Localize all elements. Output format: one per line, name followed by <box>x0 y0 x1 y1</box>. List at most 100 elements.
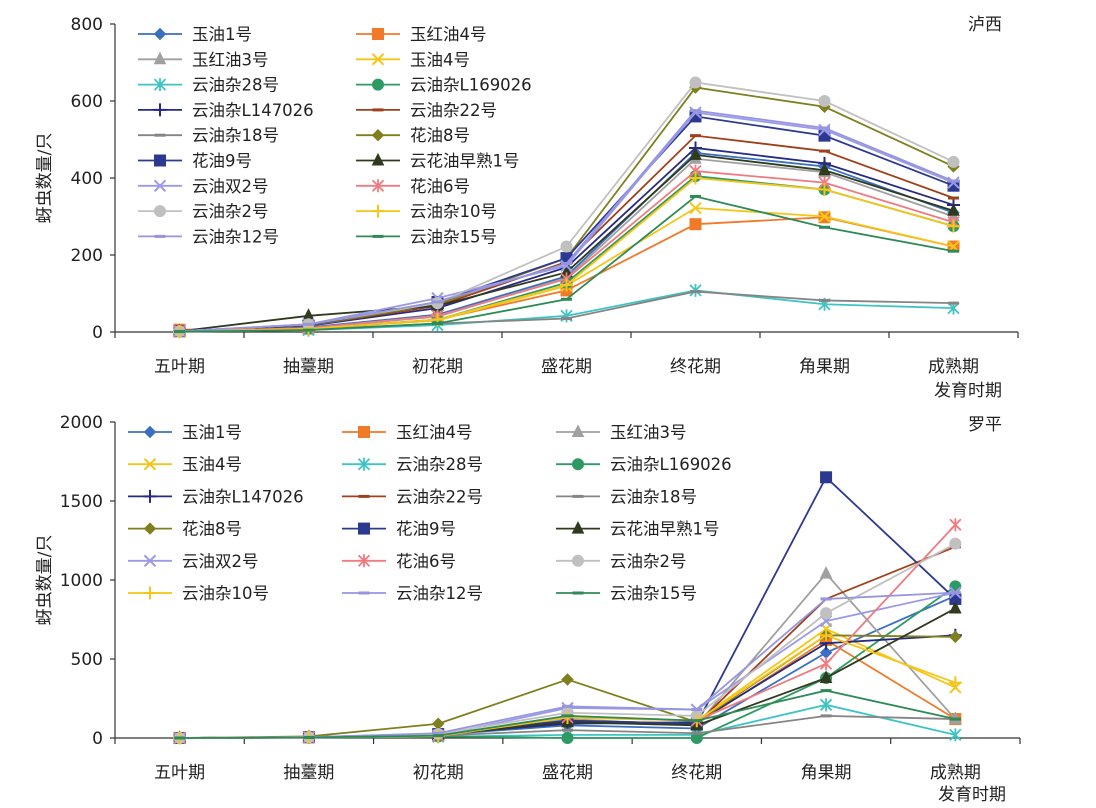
data-point <box>689 171 702 185</box>
legend-label: 花油9号 <box>192 152 252 171</box>
data-point <box>947 219 960 233</box>
legend-label: 云油杂L147026 <box>182 487 304 506</box>
legend-label: 云花油早熟1号 <box>610 520 720 539</box>
legend-label: 花油6号 <box>396 552 456 571</box>
legend-marker <box>372 28 384 40</box>
legend-marker <box>572 554 584 567</box>
legend-item: 花油8号 <box>128 520 242 539</box>
legend-item: 玉红油4号 <box>356 25 487 44</box>
legend-item: 玉红油3号 <box>556 423 687 442</box>
legend-marker <box>143 586 157 600</box>
legend-item: 花油6号 <box>342 552 456 571</box>
legend-label: 云油杂2号 <box>192 202 269 221</box>
legend-label: 云油杂12号 <box>396 584 483 603</box>
legend-item: 云油杂2号 <box>138 202 269 221</box>
x-tick-label: 成熟期 <box>930 762 981 783</box>
x-tick-label: 成熟期 <box>928 356 979 377</box>
legend-label: 花油8号 <box>410 126 470 145</box>
y-tick-label: 400 <box>71 169 103 189</box>
y-tick-label: 0 <box>92 729 103 749</box>
data-point <box>948 676 962 690</box>
legend-marker <box>143 554 157 568</box>
data-point <box>949 518 962 532</box>
legend-item: 花油8号 <box>356 126 470 145</box>
x-axis-label: 发育时期 <box>938 785 1006 805</box>
series-18 <box>174 194 959 334</box>
data-point <box>689 147 702 160</box>
legend-item: 云油双2号 <box>138 177 269 196</box>
legend-item: 云油杂L169026 <box>356 76 532 95</box>
legend-item: 云油杂10号 <box>128 584 269 603</box>
legend-marker <box>371 152 385 166</box>
legend-label: 玉红油3号 <box>610 423 687 442</box>
legend-label: 云油杂28号 <box>396 455 483 474</box>
legend-label: 云油杂22号 <box>410 101 497 120</box>
legend-marker <box>571 520 585 534</box>
legend-label: 玉红油4号 <box>396 423 473 442</box>
data-point <box>947 203 960 216</box>
x-axis-label: 发育时期 <box>934 381 1002 401</box>
legend-label: 玉油4号 <box>182 455 242 474</box>
legend-item: 云油杂28号 <box>138 76 279 95</box>
legend-marker <box>371 179 385 193</box>
data-point <box>949 728 962 742</box>
legend-item: 玉红油3号 <box>138 50 269 69</box>
x-tick-label: 五叶期 <box>154 763 205 783</box>
region-label: 泸西 <box>968 15 1002 35</box>
x-tick-label: 抽薹期 <box>283 357 334 377</box>
series-18 <box>174 689 961 740</box>
data-point <box>819 670 833 683</box>
legend-marker <box>154 205 166 218</box>
legend-marker <box>154 154 166 167</box>
legend-marker <box>372 78 384 91</box>
legend-marker <box>153 27 167 41</box>
data-point <box>949 537 962 550</box>
legend-item: 云花油早熟1号 <box>556 520 720 539</box>
legend-label: 花油8号 <box>182 520 242 539</box>
x-tick-label: 盛花期 <box>542 763 593 783</box>
legend-item: 云油杂2号 <box>556 552 687 571</box>
legend-item: 云油杂12号 <box>138 227 279 246</box>
legend-label: 玉红油3号 <box>192 50 269 69</box>
series-11 <box>173 471 962 744</box>
series-line <box>179 475 956 739</box>
series-11 <box>173 110 960 338</box>
x-tick-label: 角果期 <box>799 357 850 377</box>
legend-marker <box>371 204 385 218</box>
legend-marker <box>358 426 370 438</box>
legend-marker <box>572 458 584 471</box>
x-tick-label: 抽薹期 <box>283 763 334 783</box>
y-tick-label: 600 <box>71 92 103 112</box>
legend-label: 云油杂18号 <box>610 487 697 506</box>
legend-marker <box>357 457 371 471</box>
y-tick-label: 0 <box>92 323 103 343</box>
y-axis-label: 蚜虫数量/只 <box>35 133 55 224</box>
x-tick-label: 五叶期 <box>154 357 205 377</box>
legend-marker <box>143 425 157 439</box>
region-label: 罗平 <box>968 415 1002 435</box>
legend-item: 玉油4号 <box>128 455 242 474</box>
legend-label: 云油杂15号 <box>610 584 697 603</box>
data-point <box>560 240 573 253</box>
data-point <box>818 210 831 223</box>
legend-item: 云油杂18号 <box>138 126 279 145</box>
legend-item: 玉油1号 <box>138 25 252 44</box>
legend-item: 玉油1号 <box>128 423 242 442</box>
legend-item: 玉红油4号 <box>342 423 473 442</box>
legend-label: 云油杂22号 <box>396 487 483 506</box>
x-tick-label: 角果期 <box>801 763 852 783</box>
data-point <box>818 183 831 197</box>
data-point <box>819 657 833 671</box>
x-tick-label: 初花期 <box>412 357 463 377</box>
legend-label: 花油6号 <box>410 177 470 196</box>
series-line <box>179 147 954 333</box>
legend-item: 云油杂18号 <box>556 487 697 506</box>
legend-marker <box>153 179 167 193</box>
x-tick-label: 初花期 <box>413 763 464 783</box>
data-point <box>689 201 702 215</box>
series-17 <box>174 109 959 333</box>
x-tick-label: 盛花期 <box>541 357 592 377</box>
legend-label: 云油杂L169026 <box>410 76 532 95</box>
